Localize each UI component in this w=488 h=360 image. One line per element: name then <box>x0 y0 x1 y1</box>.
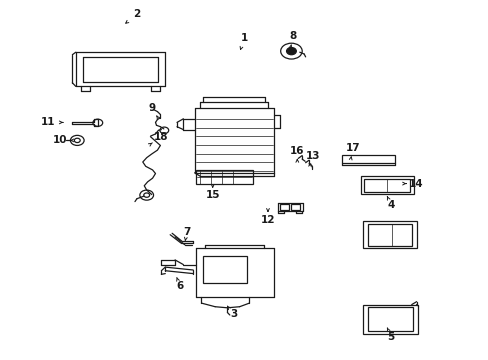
Circle shape <box>74 138 80 143</box>
Circle shape <box>280 43 302 59</box>
Bar <box>362 221 416 248</box>
Text: 15: 15 <box>205 190 220 200</box>
Circle shape <box>160 127 168 134</box>
Text: 16: 16 <box>289 146 304 156</box>
Text: 13: 13 <box>305 150 320 161</box>
Text: 11: 11 <box>41 117 55 127</box>
Text: 2: 2 <box>133 9 140 19</box>
Bar <box>195 170 253 184</box>
Bar <box>360 176 413 194</box>
Text: 7: 7 <box>183 227 190 237</box>
Bar <box>290 204 299 210</box>
Bar <box>342 155 394 163</box>
Circle shape <box>286 48 296 55</box>
Text: 12: 12 <box>260 215 275 225</box>
Circle shape <box>140 190 153 200</box>
Bar <box>367 307 412 331</box>
Text: 9: 9 <box>148 103 155 113</box>
Text: 6: 6 <box>176 281 183 291</box>
Bar <box>364 179 409 192</box>
Text: 14: 14 <box>407 179 422 189</box>
Circle shape <box>70 135 84 145</box>
Bar <box>362 305 417 334</box>
Circle shape <box>143 193 149 197</box>
Text: 5: 5 <box>387 332 394 342</box>
Text: 1: 1 <box>241 33 247 43</box>
Bar <box>367 224 411 246</box>
Text: 10: 10 <box>52 135 67 145</box>
Circle shape <box>93 119 102 126</box>
Text: 3: 3 <box>230 309 237 319</box>
Text: 17: 17 <box>345 143 360 153</box>
Text: 8: 8 <box>289 31 296 41</box>
Text: 4: 4 <box>386 200 394 210</box>
Text: 18: 18 <box>154 132 168 142</box>
Bar <box>279 204 288 210</box>
Bar <box>203 256 246 283</box>
